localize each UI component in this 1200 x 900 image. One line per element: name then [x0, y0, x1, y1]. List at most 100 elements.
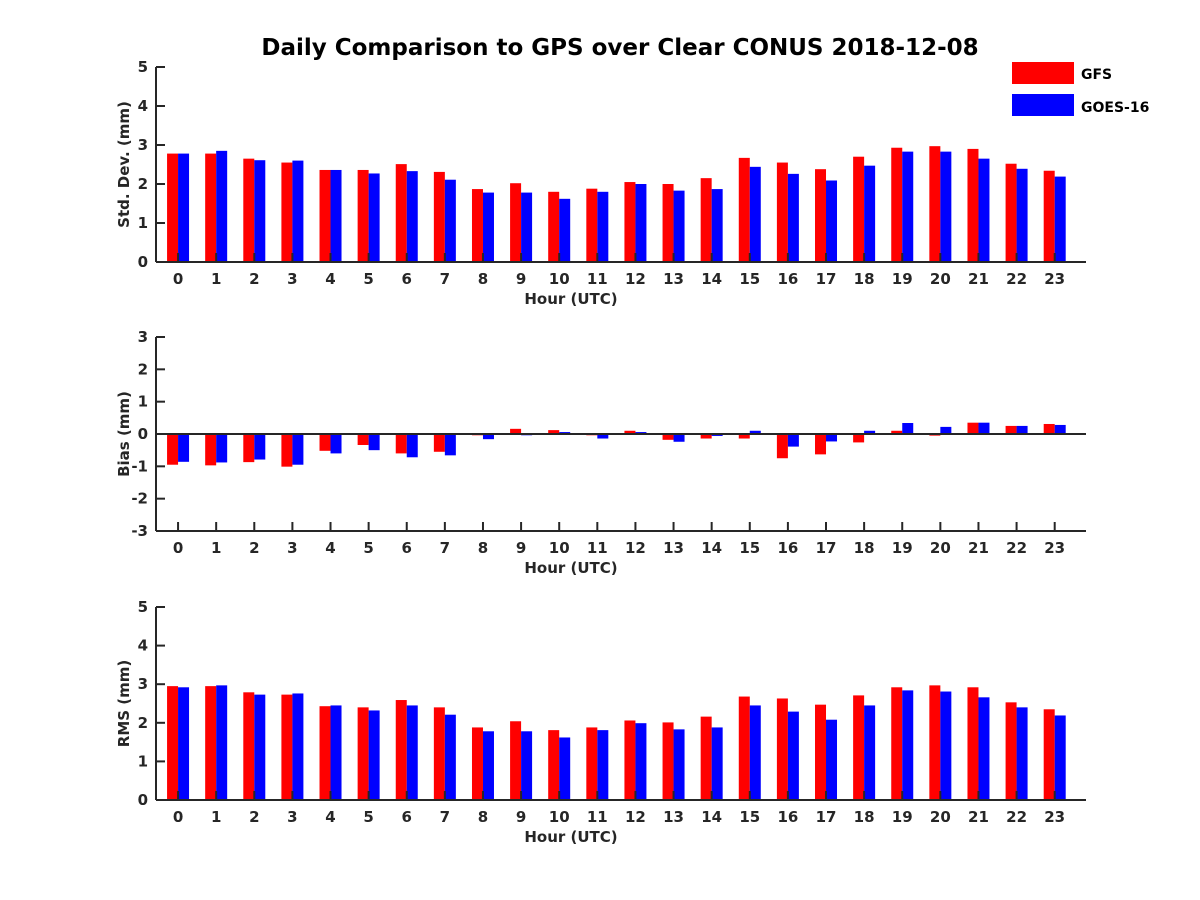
rms-x-tick-label: 4 — [325, 808, 335, 826]
std-dev-bar-gfs-6 — [395, 164, 407, 262]
rms-bar-goes-16-3 — [292, 693, 304, 800]
bias-bar-gfs-3 — [281, 434, 293, 467]
bias-x-tick-label: 8 — [478, 539, 488, 557]
std-dev-bar-gfs-23 — [1043, 170, 1055, 262]
std-dev-x-tick-label: 19 — [892, 270, 913, 288]
bias-x-tick-label: 4 — [325, 539, 335, 557]
std-dev-bar-gfs-1 — [205, 153, 217, 262]
rms-bar-gfs-20 — [929, 685, 941, 800]
std-dev-bar-goes-16-15 — [749, 166, 761, 262]
rms-x-tick-label: 1 — [211, 808, 221, 826]
std-dev-bar-gfs-4 — [319, 169, 331, 262]
rms-bar-goes-16-7 — [444, 714, 456, 800]
std-dev-x-tick-label: 20 — [930, 270, 951, 288]
rms-bar-goes-16-11 — [597, 730, 609, 800]
std-dev-x-tick-label: 2 — [249, 270, 259, 288]
std-dev-bar-gfs-12 — [624, 182, 636, 262]
bias-x-tick-label: 17 — [816, 539, 837, 557]
rms-x-tick-label: 18 — [854, 808, 875, 826]
bias-bar-goes-16-19 — [902, 423, 914, 434]
rms-bar-gfs-6 — [395, 700, 407, 800]
bias-bar-gfs-22 — [1005, 425, 1017, 434]
std-dev-bar-goes-16-11 — [597, 191, 609, 262]
bias-bar-gfs-21 — [967, 422, 979, 434]
rms-bar-goes-16-14 — [711, 727, 723, 800]
bias-x-tick-label: 15 — [739, 539, 760, 557]
bias-y-tick-label: 3 — [138, 328, 148, 346]
std-dev-y-tick-label: 2 — [138, 175, 148, 193]
bias-x-tick-label: 14 — [701, 539, 722, 557]
rms-x-tick-label: 8 — [478, 808, 488, 826]
rms-y-tick-label: 5 — [138, 598, 148, 616]
std-dev-bar-gfs-3 — [281, 162, 293, 262]
bias-x-tick-label: 9 — [516, 539, 526, 557]
legend-swatch-goes-16 — [1012, 94, 1074, 116]
rms-x-tick-label: 17 — [816, 808, 837, 826]
std-dev-x-tick-label: 4 — [325, 270, 335, 288]
rms-x-tick-label: 9 — [516, 808, 526, 826]
std-dev-x-tick-label: 16 — [777, 270, 798, 288]
rms-bar-gfs-14 — [700, 716, 712, 800]
rms-y-tick-label: 0 — [138, 791, 148, 809]
rms-x-tick-label: 23 — [1044, 808, 1065, 826]
bias-y-tick-label: 2 — [138, 360, 148, 378]
bias-bar-goes-16-11 — [597, 434, 609, 439]
bias-x-tick-label: 3 — [287, 539, 297, 557]
rms-bar-goes-16-19 — [902, 690, 914, 800]
rms-bar-goes-16-4 — [330, 705, 342, 800]
rms-bar-goes-16-5 — [368, 710, 380, 800]
rms-bar-gfs-0 — [167, 686, 179, 800]
bias-x-tick-label: 18 — [854, 539, 875, 557]
bias-bar-gfs-0 — [167, 434, 179, 465]
rms-bar-goes-16-10 — [559, 737, 571, 800]
std-dev-y-tick-label: 4 — [138, 97, 148, 115]
rms-x-axis-label: Hour (UTC) — [524, 828, 617, 846]
std-dev-bar-goes-16-14 — [711, 189, 723, 262]
bias-y-tick-label: 0 — [138, 425, 148, 443]
rms-bar-goes-16-23 — [1054, 715, 1066, 800]
bias-bar-gfs-16 — [776, 434, 788, 459]
std-dev-x-tick-label: 22 — [1006, 270, 1027, 288]
bias-bar-gfs-14 — [700, 434, 712, 439]
std-dev-bar-goes-16-22 — [1016, 168, 1028, 262]
rms-bar-gfs-17 — [815, 704, 827, 800]
bias-y-tick-label: -3 — [131, 522, 148, 540]
rms-x-tick-label: 20 — [930, 808, 951, 826]
rms-y-tick-label: 4 — [138, 637, 148, 655]
bias-bar-goes-16-5 — [368, 434, 380, 451]
bias-x-tick-label: 6 — [402, 539, 412, 557]
legend: GFS GOES-16 — [1012, 62, 1149, 116]
std-dev-bar-goes-16-4 — [330, 169, 342, 262]
bias-bar-gfs-10 — [548, 430, 560, 434]
std-dev-bar-goes-16-6 — [406, 171, 418, 262]
std-dev-y-tick-label: 3 — [138, 136, 148, 154]
rms-bar-goes-16-22 — [1016, 707, 1028, 800]
rms-x-tick-label: 16 — [777, 808, 798, 826]
bias-bar-gfs-4 — [319, 434, 331, 451]
rms-bar-goes-16-2 — [254, 694, 266, 800]
bias-bar-goes-16-1 — [216, 434, 228, 463]
std-dev-bar-goes-16-16 — [787, 173, 799, 262]
std-dev-bar-goes-16-23 — [1054, 176, 1066, 262]
bias-y-tick-label: -2 — [131, 490, 148, 508]
std-dev-bar-goes-16-21 — [978, 158, 990, 262]
std-dev-bar-goes-16-13 — [673, 190, 685, 262]
std-dev-bar-gfs-15 — [738, 157, 750, 262]
bias-bar-gfs-23 — [1043, 423, 1055, 434]
rms-bar-goes-16-9 — [521, 731, 533, 800]
rms-bar-gfs-3 — [281, 694, 293, 800]
rms-bar-gfs-10 — [548, 730, 560, 800]
bias-y-tick-label: 1 — [138, 393, 148, 411]
bias-bar-goes-16-3 — [292, 434, 304, 465]
std-dev-bar-goes-16-1 — [216, 150, 228, 262]
rms-bar-goes-16-1 — [216, 685, 228, 800]
std-dev-y-tick-label: 5 — [138, 58, 148, 76]
bias-bar-goes-16-2 — [254, 434, 266, 460]
bias-bar-goes-16-0 — [178, 434, 190, 462]
bias-bar-gfs-7 — [433, 434, 445, 452]
std-dev-x-tick-label: 12 — [625, 270, 646, 288]
std-dev-bar-goes-16-17 — [826, 180, 838, 262]
rms-x-tick-label: 2 — [249, 808, 259, 826]
